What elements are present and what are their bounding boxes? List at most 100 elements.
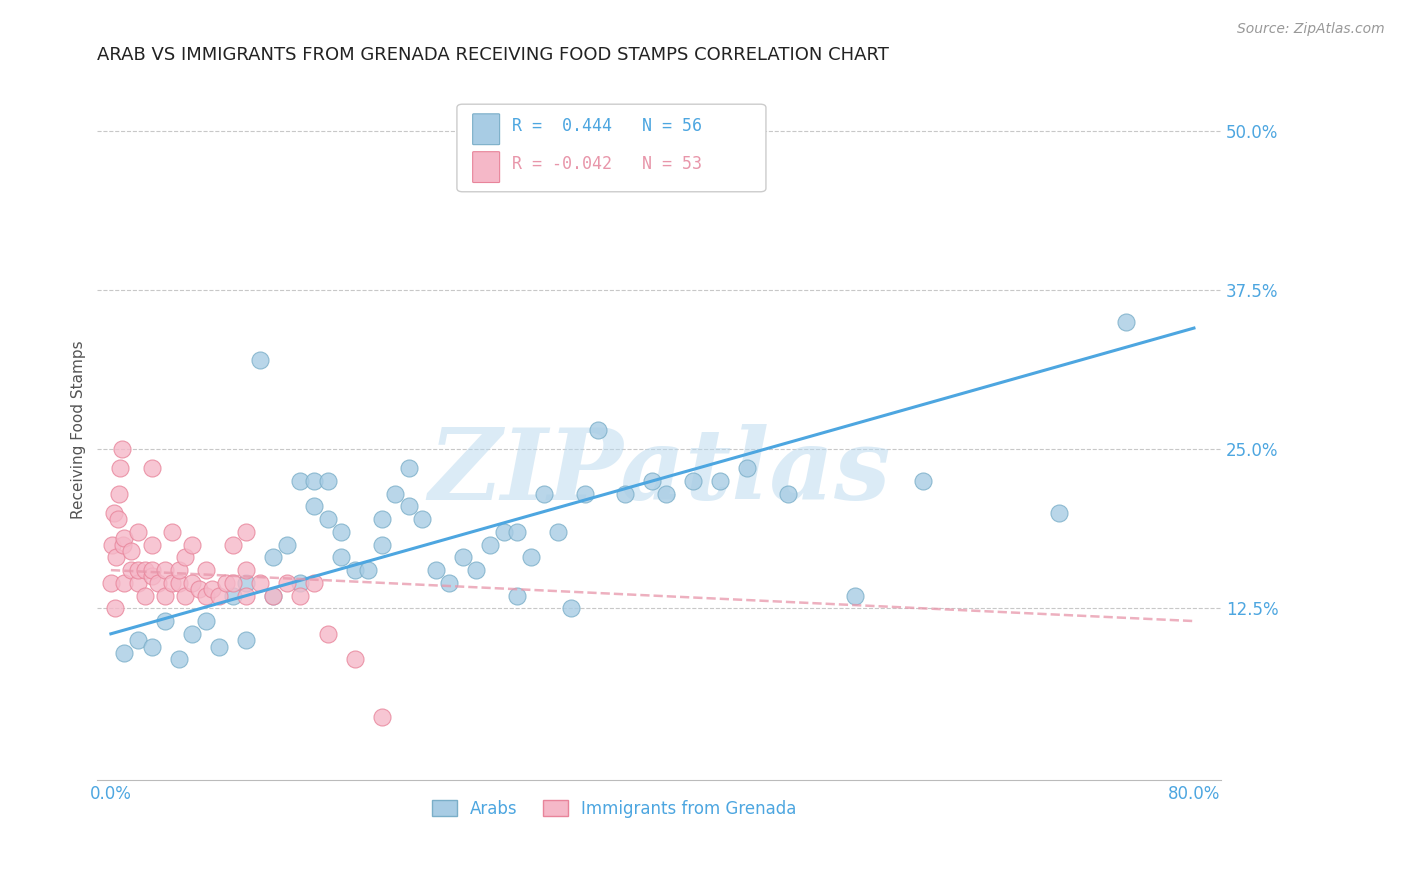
Point (276, 575, 298, 590)
Point (682, 474, 704, 488)
Point (127, 563, 149, 577)
Point (262, 550, 284, 565)
Point (411, 512, 433, 526)
Point (1115, 315, 1137, 329)
Point (398, 500, 420, 514)
Point (492, 524, 515, 539)
Point (235, 589, 257, 603)
Point (174, 589, 197, 603)
Point (112, 646, 135, 660)
Point (235, 575, 257, 590)
Point (560, 601, 582, 615)
Point (533, 486, 555, 500)
Point (107, 512, 129, 526)
Point (330, 524, 353, 539)
Point (330, 550, 353, 565)
Point (370, 538, 392, 552)
Text: R = -0.042   N = 53: R = -0.042 N = 53 (512, 155, 702, 173)
Point (160, 524, 183, 539)
Point (222, 575, 245, 590)
Point (425, 563, 447, 577)
Point (547, 524, 569, 539)
Point (588, 423, 610, 437)
Point (112, 531, 135, 545)
Point (262, 589, 284, 603)
Point (194, 614, 217, 628)
Point (111, 442, 134, 456)
Point (735, 461, 758, 475)
Point (1047, 506, 1070, 520)
Point (181, 575, 204, 590)
Point (112, 538, 135, 552)
Point (201, 582, 224, 597)
FancyBboxPatch shape (472, 152, 499, 183)
Point (316, 627, 339, 641)
Point (181, 627, 204, 641)
Point (167, 652, 190, 666)
Text: ARAB VS IMMIGRANTS FROM GRENADA RECEIVING FOOD STAMPS CORRELATION CHART: ARAB VS IMMIGRANTS FROM GRENADA RECEIVIN… (97, 46, 889, 64)
Point (641, 474, 664, 488)
Point (614, 486, 637, 500)
Point (104, 601, 127, 615)
Point (153, 563, 176, 577)
Point (912, 474, 935, 488)
Point (235, 633, 257, 648)
Point (343, 563, 366, 577)
Y-axis label: Receiving Food Stamps: Receiving Food Stamps (72, 341, 86, 519)
Point (451, 550, 474, 565)
Point (127, 524, 149, 539)
Point (127, 633, 149, 648)
Text: R =  0.444   N = 56: R = 0.444 N = 56 (512, 117, 702, 136)
Point (194, 589, 217, 603)
Point (153, 589, 176, 603)
Point (194, 563, 217, 577)
Text: ZIPatlas: ZIPatlas (427, 424, 890, 520)
Point (844, 589, 866, 603)
Point (262, 589, 284, 603)
Point (100, 575, 122, 590)
Point (370, 709, 392, 723)
Point (506, 524, 529, 539)
Point (110, 461, 132, 475)
Point (506, 589, 529, 603)
Legend: Arabs, Immigrants from Grenada: Arabs, Immigrants from Grenada (425, 793, 803, 824)
Point (357, 563, 380, 577)
Text: Source: ZipAtlas.com: Source: ZipAtlas.com (1237, 22, 1385, 37)
Point (134, 563, 156, 577)
Point (709, 474, 731, 488)
Point (574, 486, 596, 500)
Point (519, 550, 541, 565)
Point (276, 538, 298, 552)
Point (398, 461, 420, 475)
Point (235, 524, 257, 539)
Point (141, 640, 163, 654)
FancyBboxPatch shape (472, 114, 499, 145)
Point (141, 538, 163, 552)
Point (120, 544, 142, 558)
Point (465, 563, 488, 577)
Point (222, 589, 245, 603)
Point (134, 589, 156, 603)
Point (302, 575, 325, 590)
Point (153, 614, 176, 628)
Point (290, 575, 312, 590)
Point (215, 575, 238, 590)
Point (187, 582, 209, 597)
Point (302, 474, 325, 488)
Point (439, 575, 461, 590)
Point (141, 563, 163, 577)
Point (249, 575, 271, 590)
Point (370, 512, 392, 526)
Point (208, 589, 231, 603)
Point (290, 589, 312, 603)
Point (235, 563, 257, 577)
Point (316, 474, 339, 488)
Point (105, 550, 128, 565)
Point (316, 512, 339, 526)
Point (222, 538, 245, 552)
FancyBboxPatch shape (457, 104, 766, 192)
Point (141, 461, 163, 475)
Point (127, 575, 149, 590)
Point (249, 352, 271, 367)
Point (208, 640, 231, 654)
